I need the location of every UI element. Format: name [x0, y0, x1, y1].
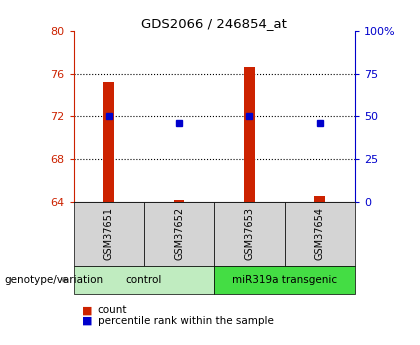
Text: miR319a transgenic: miR319a transgenic — [232, 275, 337, 285]
Text: GSM37654: GSM37654 — [315, 207, 325, 260]
Text: count: count — [98, 305, 127, 315]
Bar — [244, 67, 255, 202]
Text: genotype/variation: genotype/variation — [4, 275, 103, 285]
Text: control: control — [126, 275, 162, 285]
Text: ■: ■ — [82, 316, 92, 325]
Bar — [103, 82, 114, 202]
Text: percentile rank within the sample: percentile rank within the sample — [98, 316, 274, 325]
Text: GSM37652: GSM37652 — [174, 207, 184, 260]
Text: ■: ■ — [82, 305, 92, 315]
Bar — [174, 200, 184, 202]
Text: GSM37651: GSM37651 — [104, 207, 114, 260]
Title: GDS2066 / 246854_at: GDS2066 / 246854_at — [141, 17, 287, 30]
Bar — [315, 197, 325, 202]
Text: GSM37653: GSM37653 — [244, 207, 255, 260]
